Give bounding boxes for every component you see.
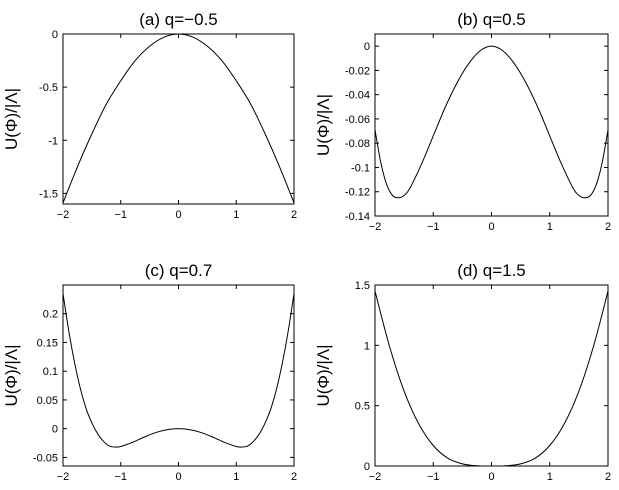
plot-frame <box>374 284 609 467</box>
chart-panel-1: (b) q=0.5 U(Φ)/|Λ| −2 −1 0 1 2 0 -0.02 -0.04 -0.06… <box>314 10 611 233</box>
chart-panel-0: (a) q=−0.5 U(Φ)/|Λ| −2 −1 0 1 2 0 -0.5 -1 -1.5 <box>2 10 297 221</box>
y-tick-label: -1.5 <box>39 188 58 200</box>
y-tick-label: 1 <box>364 340 370 352</box>
x-tick-label: −1 <box>114 209 127 221</box>
x-tick-label: −1 <box>114 471 127 483</box>
x-tick-label: −2 <box>57 471 70 483</box>
y-tick-label: 0.1 <box>43 366 58 378</box>
x-tick-label: 1 <box>233 471 239 483</box>
x-tick-label: 1 <box>233 209 239 221</box>
plot-frame <box>62 284 295 467</box>
x-tick-label: −2 <box>369 221 382 233</box>
y-tick-label: 0.2 <box>43 309 58 321</box>
x-tick-label: 2 <box>605 471 611 483</box>
y-tick-label: -0.05 <box>33 452 58 464</box>
y-tick-label: 0.5 <box>355 401 370 413</box>
y-tick-label: -0.04 <box>345 90 370 102</box>
x-tick-label: 0 <box>175 209 181 221</box>
x-tick-label: −1 <box>427 221 440 233</box>
y-tick-label: -0.12 <box>345 187 370 199</box>
y-tick-label: 0 <box>364 41 370 53</box>
series-line-0 <box>374 45 609 199</box>
y-tick-label: 1.5 <box>355 280 370 292</box>
y-tick-label: 0 <box>52 29 58 41</box>
x-tick-label: −1 <box>427 471 440 483</box>
x-tick-label: 2 <box>605 221 611 233</box>
panel-title: (a) q=−0.5 <box>139 10 217 29</box>
chart-panel-2: (c) q=0.7 U(Φ)/|Λ| −2 −1 0 1 2 0.2 0.15 0.1 0.05 0 -… <box>2 261 297 483</box>
y-axis-title: U(Φ)/|Λ| <box>314 344 333 406</box>
y-tick-label: -0.08 <box>345 138 370 150</box>
y-tick-label: -0.02 <box>345 65 370 77</box>
y-axis-title: U(Φ)/|Λ| <box>314 94 333 156</box>
y-tick-label: 0.05 <box>37 395 58 407</box>
y-tick-label: -0.14 <box>345 211 370 223</box>
x-tick-label: 1 <box>547 471 553 483</box>
x-tick-label: −2 <box>369 471 382 483</box>
series-line-0 <box>374 290 609 467</box>
y-tick-label: -0.1 <box>351 162 370 174</box>
chart-panel-3: (d) q=1.5 U(Φ)/|Λ| −2 −1 0 1 2 1.5 1 0.5 0 <box>314 261 611 483</box>
series-line-0 <box>62 293 295 448</box>
x-tick-label: 0 <box>488 471 494 483</box>
plot-frame <box>62 33 295 205</box>
x-tick-label: 2 <box>291 471 297 483</box>
y-axis-title: U(Φ)/|Λ| <box>2 88 21 150</box>
series-line-0 <box>62 33 295 204</box>
panel-title: (b) q=0.5 <box>457 10 526 29</box>
panel-title: (c) q=0.7 <box>145 261 213 280</box>
x-tick-label: 2 <box>291 209 297 221</box>
x-tick-label: −2 <box>57 209 70 221</box>
y-axis-title: U(Φ)/|Λ| <box>2 344 21 406</box>
y-tick-label: 0 <box>364 461 370 473</box>
x-tick-label: 0 <box>488 221 494 233</box>
x-tick-label: 1 <box>547 221 553 233</box>
y-tick-label: 0.15 <box>37 337 58 349</box>
x-tick-label: 0 <box>175 471 181 483</box>
y-tick-label: -0.5 <box>39 82 58 94</box>
panel-title: (d) q=1.5 <box>457 261 526 280</box>
y-tick-label: 0 <box>52 424 58 436</box>
y-tick-label: -0.06 <box>345 114 370 126</box>
y-tick-label: -1 <box>48 135 58 147</box>
